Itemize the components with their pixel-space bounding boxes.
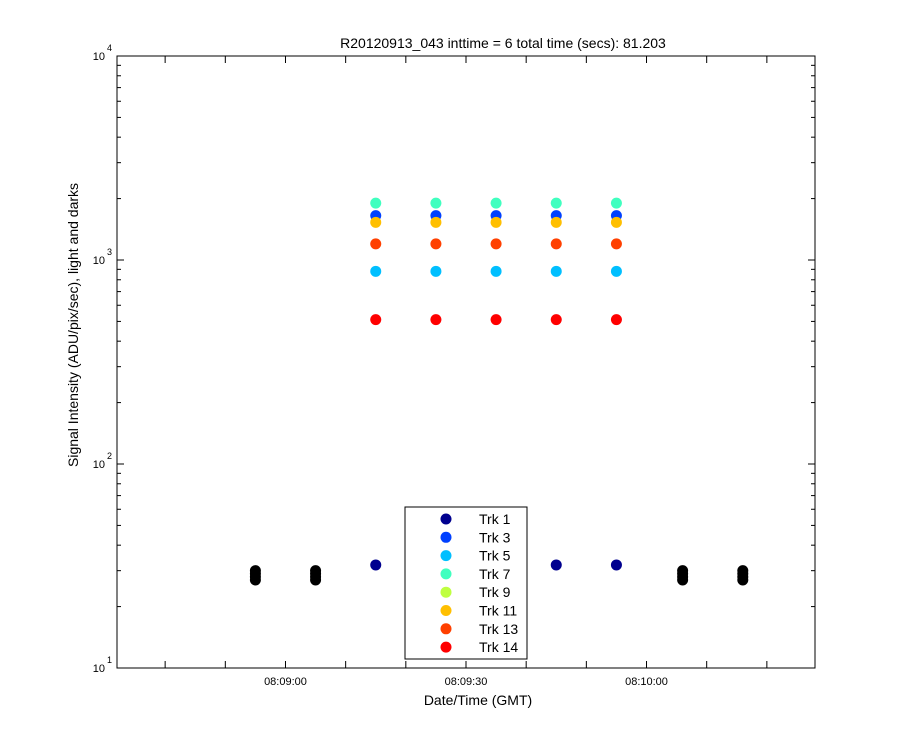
legend-label: Trk 14	[479, 639, 518, 655]
legend-label: Trk 3	[479, 529, 511, 545]
legend-marker	[440, 568, 452, 580]
data-point	[370, 197, 382, 209]
legend-marker	[440, 641, 452, 653]
data-point	[610, 559, 622, 571]
x-tick-label: 08:09:00	[264, 676, 307, 688]
data-point	[550, 265, 562, 277]
legend-label: Trk 11	[479, 603, 517, 619]
y-tick-exponent: 1	[107, 655, 112, 665]
legend-label: Trk 1	[479, 511, 511, 527]
data-point	[370, 559, 382, 571]
data-point	[370, 216, 382, 228]
legend-label: Trk 13	[479, 621, 518, 637]
data-point	[370, 265, 382, 277]
data-point	[610, 197, 622, 209]
data-point	[610, 314, 622, 326]
data-point	[430, 314, 442, 326]
y-axis-label: Signal Intensity (ADU/pix/sec), light an…	[65, 183, 81, 467]
legend-label: Trk 9	[479, 584, 511, 600]
legend: Trk 1 Trk 3 Trk 5 Trk 7 Trk 9 Trk 11 Trk 13 Trk…	[404, 506, 528, 660]
data-point	[610, 238, 622, 250]
y-tick-exponent: 2	[107, 451, 112, 461]
legend-label: Trk 7	[479, 566, 511, 582]
legend-box	[404, 506, 528, 660]
y-tick-label: 10	[93, 255, 105, 267]
data-point	[610, 216, 622, 228]
data-point	[490, 265, 502, 277]
legend-marker	[440, 623, 452, 635]
data-point	[490, 197, 502, 209]
legend-label: Trk 5	[479, 548, 511, 564]
y-tick-exponent: 4	[107, 43, 112, 53]
dark-point	[677, 565, 689, 577]
y-tick-label: 10	[93, 459, 105, 471]
data-point	[550, 314, 562, 326]
data-point	[550, 197, 562, 209]
y-tick-label: 10	[93, 51, 105, 63]
dark-point	[249, 565, 261, 577]
x-axis: 08:09:00 08:09:30 08:10:00	[164, 56, 768, 688]
data-point	[490, 314, 502, 326]
data-point	[550, 238, 562, 250]
legend-marker	[440, 531, 452, 543]
data-point	[550, 216, 562, 228]
x-tick-label: 08:09:30	[445, 676, 488, 688]
data-point	[430, 265, 442, 277]
data-point	[610, 265, 622, 277]
data-point	[370, 314, 382, 326]
y-tick-exponent: 3	[107, 247, 112, 257]
y-tick-label: 10	[93, 663, 105, 675]
x-axis-label: Date/Time (GMT)	[424, 692, 532, 708]
data-point	[430, 197, 442, 209]
legend-marker	[440, 605, 452, 616]
data-point	[490, 238, 502, 250]
dark-point	[310, 565, 322, 577]
legend-marker	[440, 513, 452, 525]
data-point	[430, 216, 442, 228]
data-point	[430, 238, 442, 250]
data-point	[550, 559, 562, 571]
x-tick-label: 08:10:00	[625, 676, 668, 688]
legend-marker	[440, 550, 452, 562]
data-point	[490, 216, 502, 228]
data-point	[370, 238, 382, 250]
legend-marker	[440, 586, 452, 598]
chart-title: R20120913_043 inttime = 6 total time (se…	[340, 35, 666, 51]
dark-point	[737, 565, 749, 577]
